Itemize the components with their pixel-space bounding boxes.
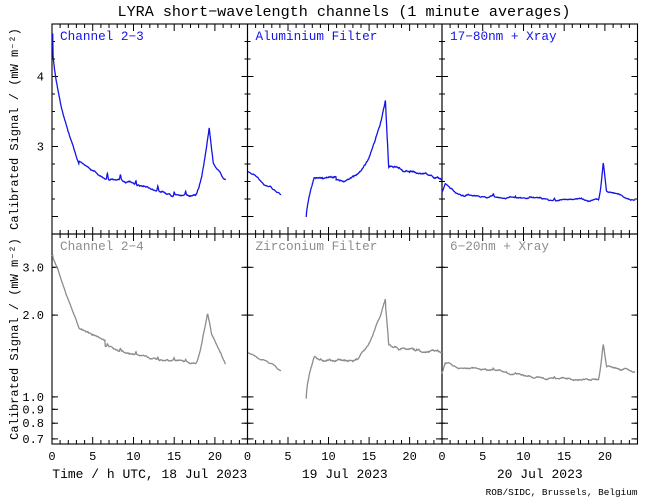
svg-text:17−80nm + Xray: 17−80nm + Xray (450, 29, 557, 44)
svg-text:Zirconium Filter: Zirconium Filter (256, 239, 378, 254)
svg-text:3.0: 3.0 (22, 261, 44, 275)
svg-text:20: 20 (208, 450, 222, 464)
svg-text:Calibrated Signal / (mW m⁻²): Calibrated Signal / (mW m⁻²) (8, 28, 22, 230)
svg-text:0.9: 0.9 (22, 403, 44, 417)
svg-text:5: 5 (284, 450, 291, 464)
svg-text:0: 0 (48, 450, 55, 464)
svg-text:Aluminium Filter: Aluminium Filter (256, 29, 378, 44)
svg-text:10: 10 (516, 450, 530, 464)
svg-text:20 Jul 2023: 20 Jul 2023 (497, 467, 583, 482)
svg-text:20: 20 (598, 450, 612, 464)
svg-text:0: 0 (438, 450, 445, 464)
svg-text:19 Jul 2023: 19 Jul 2023 (302, 467, 388, 482)
svg-text:ROB/SIDC, Brussels, Belgium: ROB/SIDC, Brussels, Belgium (486, 487, 638, 498)
svg-text:2.0: 2.0 (22, 309, 44, 323)
svg-text:3: 3 (37, 141, 44, 155)
svg-text:0.7: 0.7 (22, 433, 44, 447)
svg-text:0.8: 0.8 (22, 417, 44, 431)
svg-text:5: 5 (89, 450, 96, 464)
svg-text:Channel 2−3: Channel 2−3 (60, 29, 144, 44)
svg-text:20: 20 (402, 450, 416, 464)
svg-text:15: 15 (362, 450, 376, 464)
svg-text:Calibrated Signal / (mW m⁻²): Calibrated Signal / (mW m⁻²) (8, 238, 22, 440)
svg-text:Channel 2−4: Channel 2−4 (60, 239, 144, 254)
svg-text:1.0: 1.0 (22, 391, 44, 405)
svg-text:15: 15 (167, 450, 181, 464)
svg-text:15: 15 (557, 450, 571, 464)
svg-text:10: 10 (126, 450, 140, 464)
svg-text:4: 4 (37, 71, 44, 85)
svg-text:0: 0 (244, 450, 251, 464)
svg-text:5: 5 (479, 450, 486, 464)
svg-text:10: 10 (321, 450, 335, 464)
svg-text:Time / h UTC, 18 Jul 2023: Time / h UTC, 18 Jul 2023 (52, 467, 247, 482)
svg-text:6−20nm + Xray: 6−20nm + Xray (450, 239, 549, 254)
